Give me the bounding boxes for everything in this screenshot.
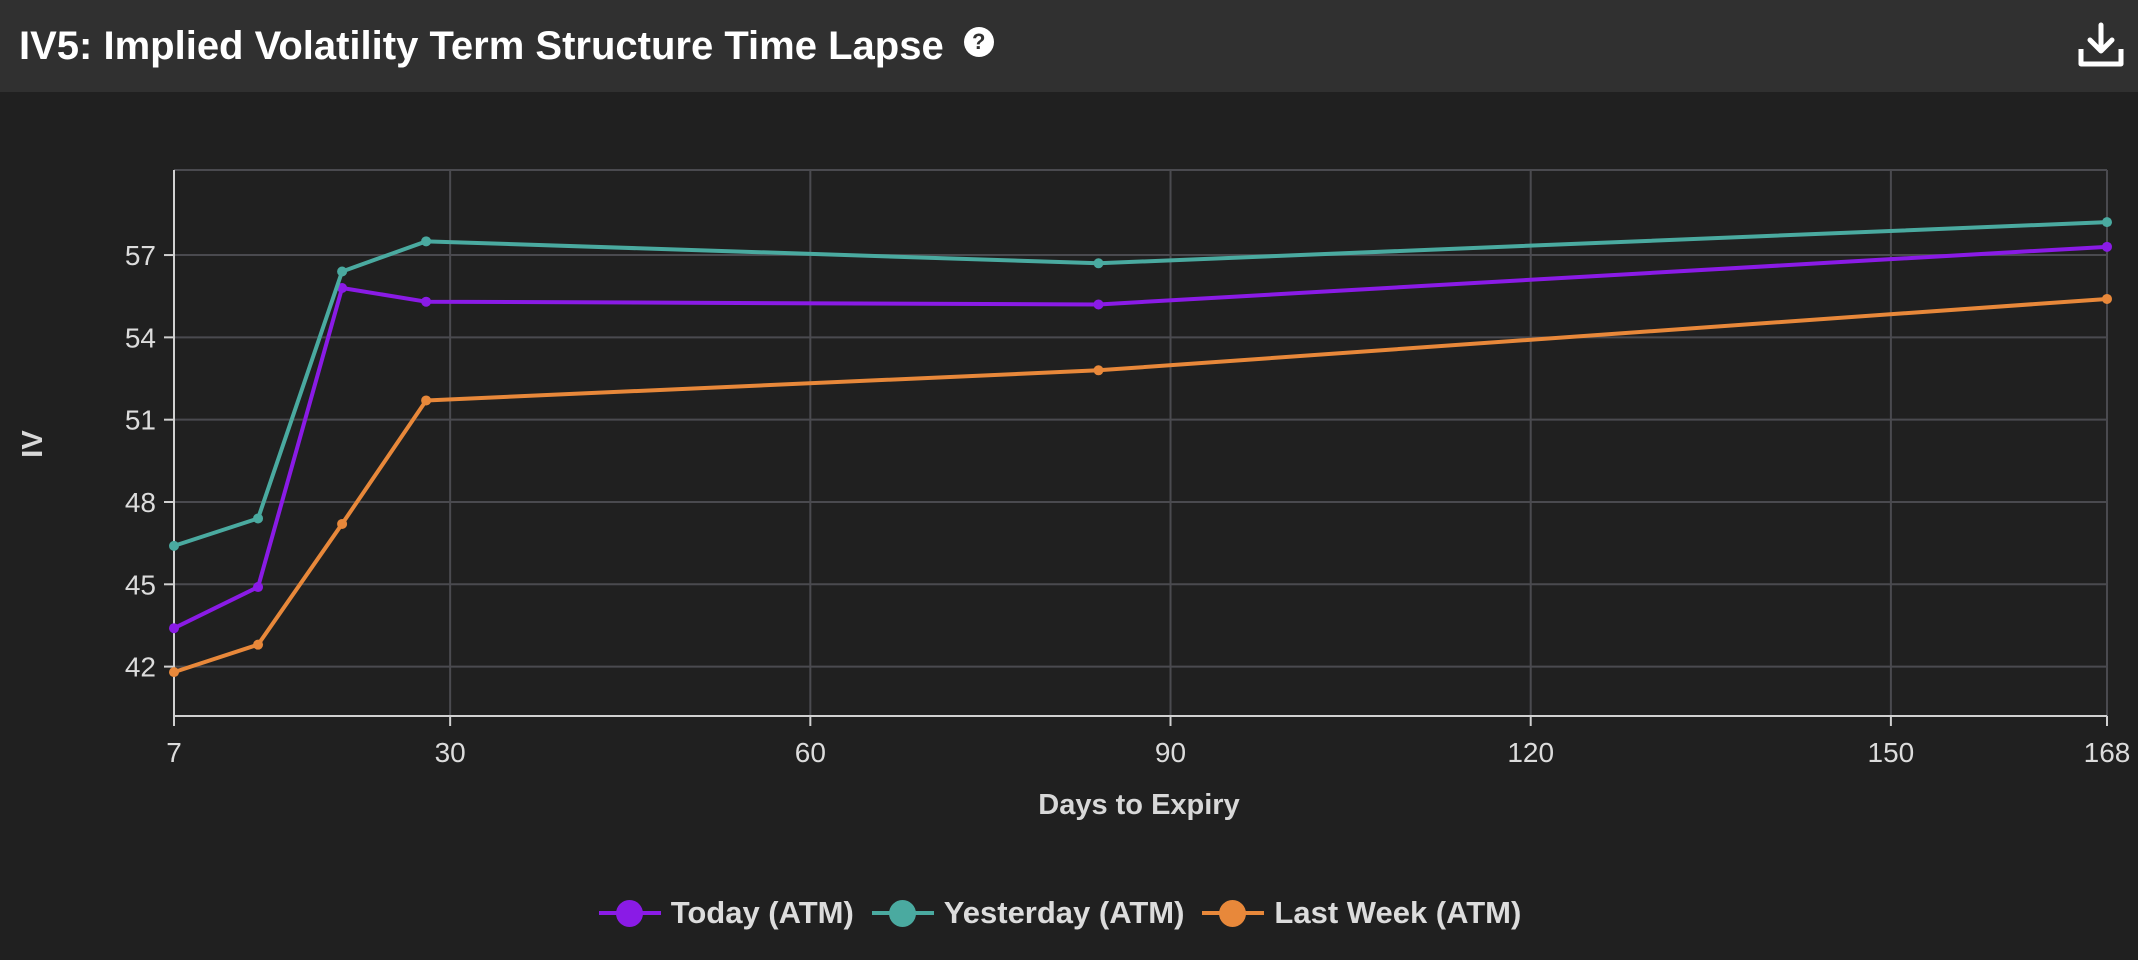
y-tick-label: 45 — [125, 569, 156, 600]
help-icon[interactable]: ? — [963, 27, 994, 57]
x-tick-label: 168 — [2084, 737, 2131, 768]
data-point-yesterday — [337, 266, 348, 277]
x-tick-label: 90 — [1155, 737, 1186, 768]
data-point-today — [1093, 299, 1104, 310]
x-tick-label: 60 — [795, 737, 826, 768]
data-point-yesterday — [421, 236, 432, 247]
y-tick-label: 48 — [125, 487, 156, 518]
data-point-today — [2102, 241, 2112, 252]
legend-label: Last Week (ATM) — [1274, 895, 1522, 930]
axes: 42 45 48 51 54 57 7 30 60 90 120 150 168 — [125, 170, 2131, 768]
chart-header: IV5: Implied Volatility Term Structure T… — [0, 0, 2138, 92]
data-point-last-week — [337, 518, 348, 529]
data-point-last-week — [2102, 293, 2112, 304]
legend-label: Today (ATM) — [670, 895, 854, 930]
chart-title: IV5: Implied Volatility Term Structure T… — [19, 23, 944, 68]
chart-area: 42 45 48 51 54 57 7 30 60 90 120 150 168 Days to Exp… — [17, 169, 2131, 821]
grid — [174, 169, 2108, 716]
x-tick-label: 30 — [435, 737, 466, 768]
legend-symbol-today — [598, 896, 661, 930]
series-line-yesterday — [173, 220, 2108, 548]
legend-label: Yesterday (ATM) — [943, 895, 1185, 930]
y-axis-label: IV — [17, 430, 49, 458]
data-point-today — [169, 623, 179, 634]
legend-item-last-week[interactable]: Last Week (ATM) — [1202, 895, 1533, 931]
data-point-today — [421, 296, 432, 307]
data-point-today — [337, 282, 348, 293]
download-icon[interactable] — [2078, 22, 2124, 68]
y-tick-label: 57 — [125, 240, 156, 271]
data-point-last-week — [421, 395, 432, 406]
y-tick-label: 51 — [125, 405, 156, 436]
data-point-yesterday — [1093, 258, 1104, 269]
legend-item-today[interactable]: Today (ATM) — [598, 895, 866, 931]
series-line-today — [173, 244, 2108, 630]
series-line-last-week — [173, 296, 2108, 675]
legend: Today (ATM) Yesterday (ATM) Last Week (A… — [0, 895, 2138, 931]
data-point-yesterday — [2102, 217, 2112, 228]
data-point-yesterday — [169, 540, 179, 551]
legend-symbol-yesterday — [871, 896, 934, 930]
data-point-last-week — [253, 639, 264, 650]
data-point-last-week — [1093, 365, 1104, 376]
data-point-yesterday — [253, 513, 264, 524]
series-layer — [169, 217, 2112, 678]
legend-item-yesterday[interactable]: Yesterday (ATM) — [871, 895, 1197, 931]
x-tick-label: 120 — [1507, 737, 1554, 768]
legend-symbol-last-week — [1202, 896, 1265, 930]
x-axis-label: Days to Expiry — [1038, 789, 1239, 821]
x-tick-label: 7 — [166, 737, 182, 768]
y-tick-label: 42 — [125, 652, 156, 683]
data-point-today — [253, 582, 264, 593]
x-tick-label: 150 — [1868, 737, 1915, 768]
y-tick-label: 54 — [125, 322, 156, 353]
data-point-last-week — [169, 667, 179, 678]
